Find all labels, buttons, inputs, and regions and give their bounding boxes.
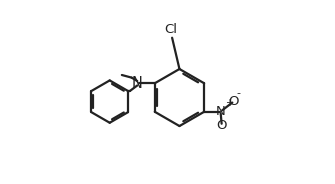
Text: O: O	[216, 119, 227, 132]
Text: N: N	[132, 76, 143, 91]
Text: O: O	[228, 95, 239, 108]
Text: -: -	[237, 88, 241, 98]
Text: Cl: Cl	[165, 22, 178, 36]
Text: N: N	[216, 105, 225, 118]
Text: +: +	[225, 98, 233, 108]
